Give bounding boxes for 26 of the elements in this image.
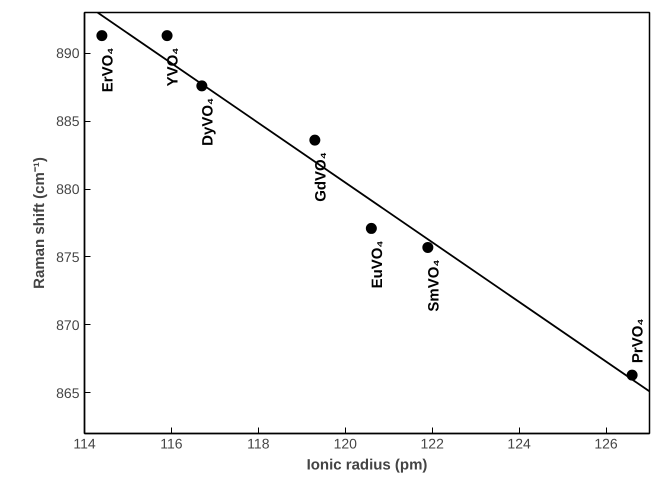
annotation: EuVO₄ (368, 240, 386, 288)
y-tick-label: 875 (56, 248, 80, 265)
annotation: SmVO₄ (425, 259, 442, 312)
x-tick-label: 120 (334, 436, 358, 452)
annotation: ErVO₄ (99, 48, 116, 92)
y-tick-label: 865 (56, 384, 80, 401)
x-tick-label: 124 (507, 436, 532, 452)
point (309, 134, 320, 146)
x-tick-label: 126 (594, 436, 618, 452)
annotation: DyVO₄ (199, 98, 216, 146)
x-tick-label: 116 (160, 436, 183, 452)
y-tick-label: 885 (56, 113, 80, 130)
x-tick-label: 122 (420, 436, 444, 452)
point (366, 222, 377, 234)
y-tick-label: 870 (56, 316, 80, 333)
x-tick-label: 114 (73, 436, 96, 452)
y-tick-label: 880 (56, 181, 80, 198)
x-tick-label: 118 (247, 436, 270, 452)
point (96, 30, 108, 42)
y-tick-label: 890 (56, 45, 80, 62)
annotation: GdVO₄ (312, 152, 330, 202)
annotation: PrVO₄ (630, 318, 647, 364)
y-axis-title: Raman shift (cm⁻¹) (31, 157, 48, 289)
point (422, 242, 434, 253)
point (162, 30, 173, 42)
x-axis-title: Ionic radius (pm) (306, 456, 428, 474)
